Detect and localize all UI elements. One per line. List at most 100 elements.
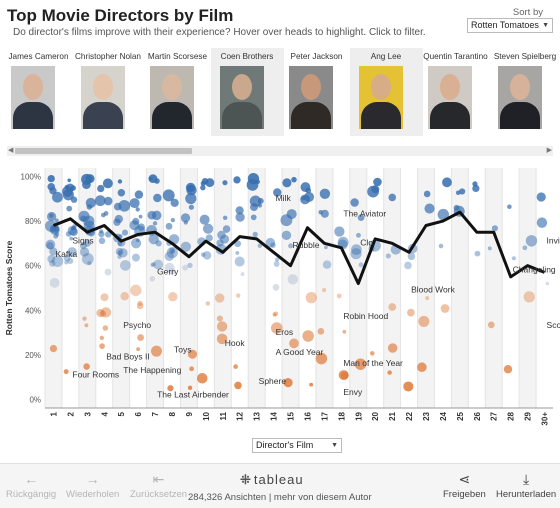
film-point [96,308,105,318]
film-point [94,195,106,207]
x-tick-label: 18 [337,411,346,420]
x-tick-label: 10 [202,411,211,420]
film-point [49,260,56,267]
director-photo[interactable] [219,66,264,129]
film-point [104,268,112,276]
film-point [418,315,430,327]
film-point [388,303,397,311]
film-point [151,262,156,267]
sort-dropdown[interactable]: Rotten Tomatoes ▼ [467,18,553,33]
scatter-chart[interactable]: 0% 20% 40% 60% 80% 100% Rotten Tomatoes Score 1… [0,160,560,435]
director-photo[interactable] [150,66,194,129]
horizontal-scrollbar[interactable]: ◀ ▶ [7,146,553,156]
director-photo[interactable] [358,66,403,129]
reset-button[interactable]: ⇤ Zurücksetzen [130,472,187,500]
film-point [180,241,191,252]
x-tick-label: 11 [219,411,228,420]
redo-button[interactable]: → Wiederholen [66,472,119,500]
film-point [66,205,73,212]
director-photo[interactable] [80,66,125,129]
film-point [115,247,124,256]
director-photo[interactable] [497,66,542,129]
film-point [407,308,415,317]
director-card[interactable]: Quentin Tarantino [419,48,492,136]
film-point [49,247,58,256]
film-point [214,293,225,303]
x-tick-label: 20 [371,411,380,420]
chevron-down-icon: ▼ [542,22,549,29]
film-point [150,345,162,357]
film-point [319,188,331,199]
column-band [349,168,367,408]
x-tick-label: 15 [287,411,296,420]
film-point [472,184,480,193]
x-tick-label: 14 [270,411,279,420]
director-card[interactable]: Steven Spielberg [489,48,560,136]
film-label: Invictus [547,235,560,245]
director-card[interactable]: Christopher Nolan [72,48,145,136]
undo-button[interactable]: ← Rückgängig [6,472,56,500]
film-point [200,180,206,186]
film-point [196,372,208,384]
film-point [153,193,162,203]
scroll-left-icon[interactable]: ◀ [8,147,14,154]
film-point [168,267,176,275]
download-icon: ⤓ [523,471,530,487]
film-point [180,213,191,223]
film-point [82,180,91,189]
x-tick-label: 25 [456,411,465,420]
film-point [99,229,104,234]
film-point [149,176,153,181]
director-card[interactable]: James Cameron [2,48,75,136]
director-card[interactable]: Martin Scorsese [141,48,214,136]
scroll-right-icon[interactable]: ▶ [546,147,552,154]
director-card[interactable]: Ang Lee [349,48,423,136]
film-label: Envy [343,387,363,397]
film-point [200,184,206,191]
share-button[interactable]: ⋖ Freigeben [443,472,486,500]
film-point [199,214,210,225]
tableau-logo[interactable]: ⁜ tableau [240,472,304,488]
tableau-plus-icon: ⁜ [240,472,252,487]
film-point [272,312,277,317]
director-film-filter[interactable]: Director's Film ▼ [252,438,342,453]
film-point [315,352,328,365]
film-point [356,232,361,238]
column-band [248,168,266,408]
column-band [180,168,198,408]
film-point [440,304,450,313]
film-point [98,237,106,245]
scrollbar-thumb[interactable] [15,148,192,154]
film-point [79,247,90,257]
film-point [250,214,257,221]
film-point [69,227,78,237]
director-photo[interactable] [11,66,55,129]
sort-value: Rotten Tomatoes [471,20,539,30]
film-label: Milk [276,193,292,203]
film-point [202,251,212,260]
film-point [150,263,155,267]
film-point [170,249,175,254]
x-tick-label: 12 [236,411,245,420]
film-point [216,239,224,247]
download-button[interactable]: ⤓ Herunterladen [496,472,556,500]
director-photo[interactable] [428,66,472,129]
film-point [407,252,416,261]
filter-label: Director's Film [256,440,314,450]
film-point [491,225,498,232]
director-photo[interactable] [289,66,333,129]
film-label: Sphere [259,376,287,386]
film-point [234,256,245,267]
x-tick-label: 23 [422,411,431,420]
x-tick-label: 16 [303,411,312,420]
film-point [52,191,63,203]
film-point [235,212,245,222]
film-point [322,288,327,293]
director-card[interactable]: Peter Jackson [280,48,353,136]
views-count[interactable]: 284,326 Ansichten | mehr von diesem Auto… [188,492,372,503]
film-point [370,351,375,356]
film-point [99,310,107,317]
film-point [83,363,90,370]
director-card[interactable]: Coen Brothers [210,48,284,136]
film-point [287,274,298,285]
